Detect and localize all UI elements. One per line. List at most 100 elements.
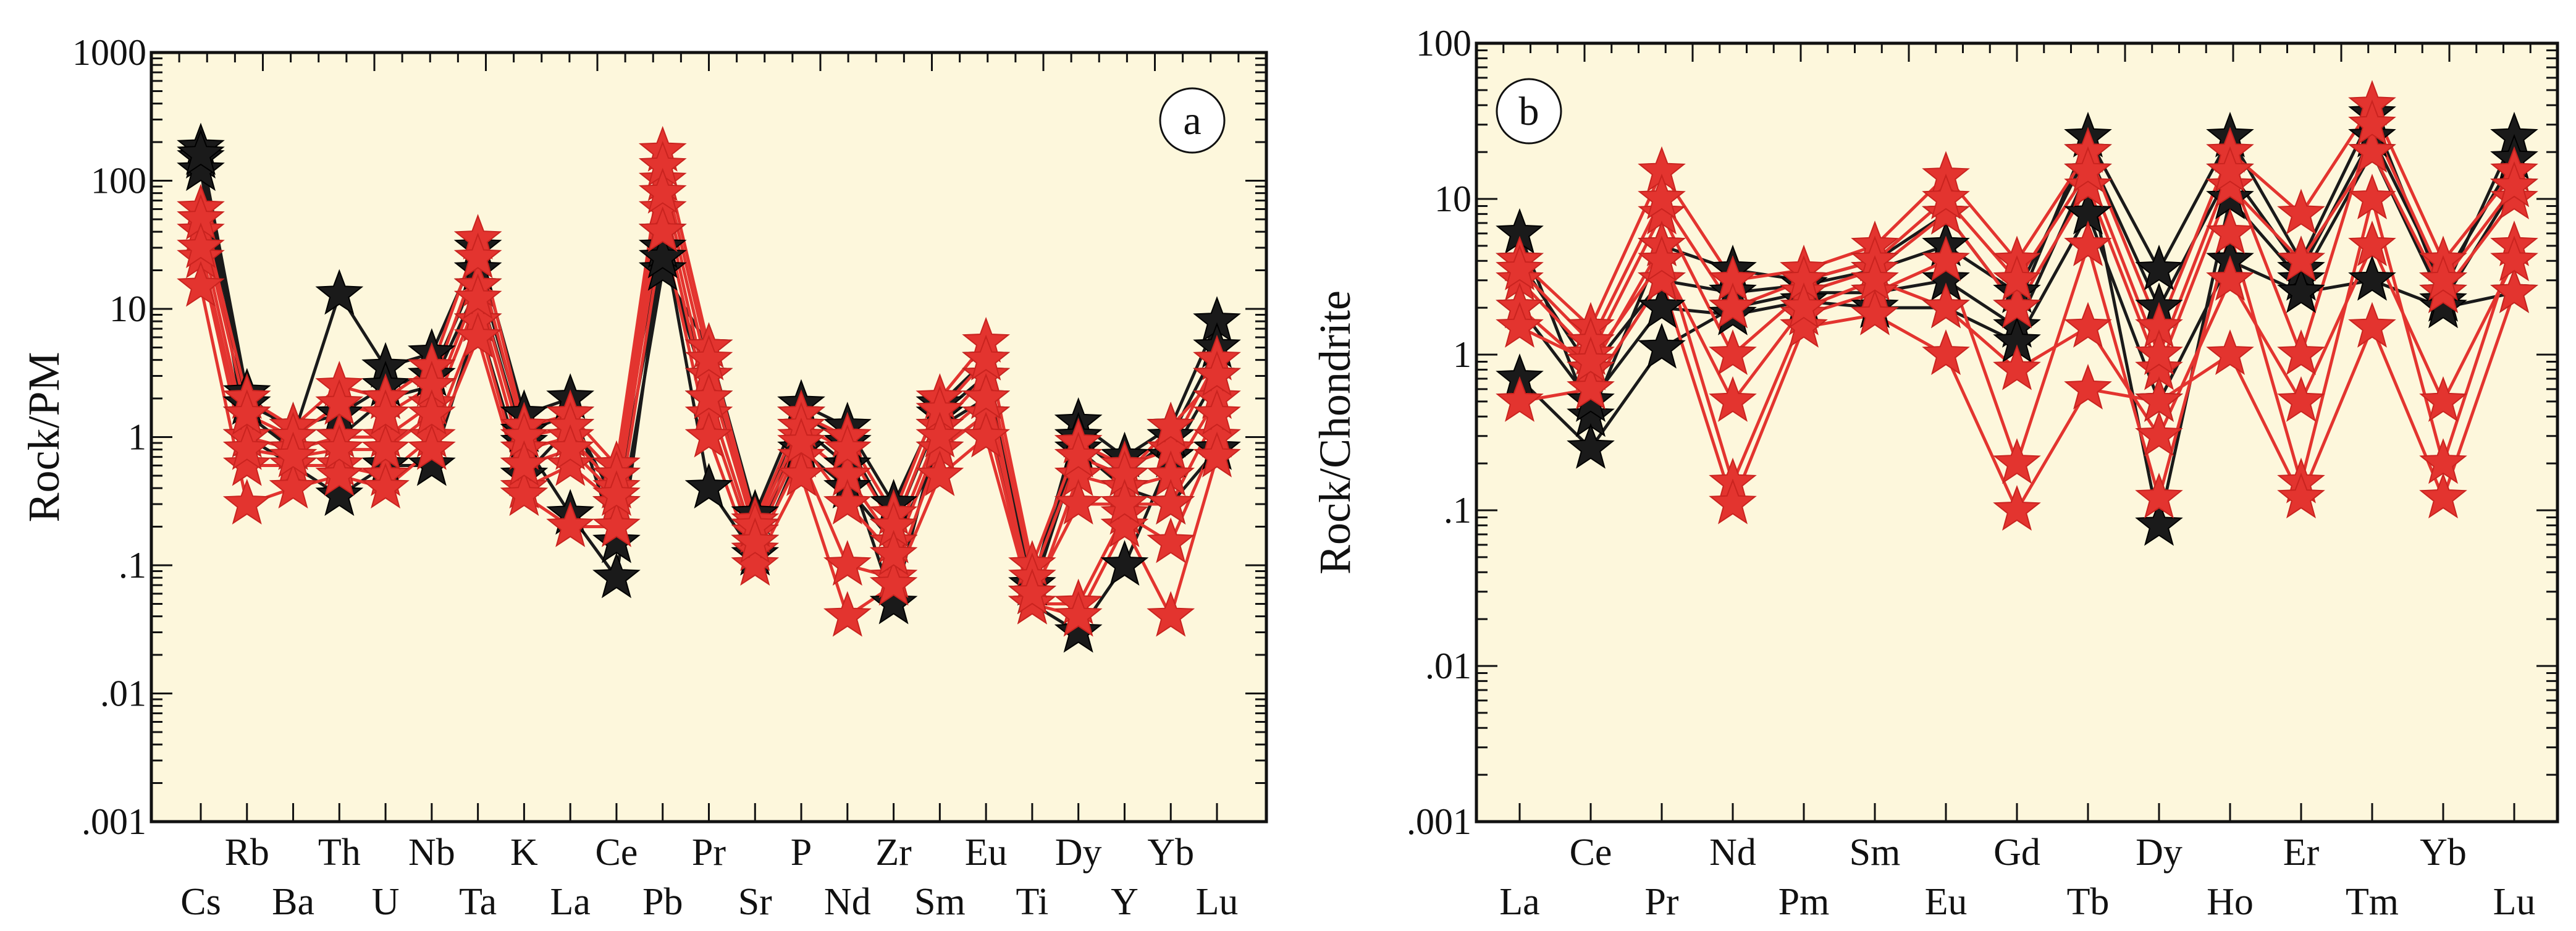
star-marker — [2348, 221, 2396, 266]
star-marker — [1147, 517, 1195, 563]
star-marker — [222, 440, 271, 486]
star-marker — [2277, 235, 2325, 282]
star-marker — [1567, 423, 1615, 469]
star-marker — [315, 470, 364, 516]
y-tick-label: .01 — [100, 673, 146, 714]
data-series-a — [177, 122, 1241, 653]
star-marker — [1100, 501, 1149, 547]
star-marker — [315, 269, 364, 315]
star-marker — [1496, 245, 1544, 290]
star-marker — [1638, 322, 1686, 369]
star-marker — [1993, 282, 2041, 329]
star-marker — [2135, 410, 2183, 457]
star-marker — [1993, 255, 2041, 301]
star-marker — [1147, 479, 1195, 524]
star-marker — [1993, 344, 2041, 390]
star-marker — [1054, 479, 1103, 524]
star-marker — [546, 501, 595, 547]
star-marker — [453, 273, 502, 319]
star-marker — [1780, 301, 1828, 348]
y-tick-label: 10 — [109, 289, 146, 329]
star-marker — [361, 463, 410, 509]
star-marker — [1567, 364, 1615, 410]
star-marker — [1709, 329, 1757, 375]
star-marker — [638, 232, 687, 279]
star-marker — [2064, 221, 2112, 266]
element-label-ce: Ce — [596, 832, 638, 874]
y-tick-label: 1 — [1453, 334, 1471, 375]
star-marker — [1567, 336, 1615, 382]
star-marker — [1709, 376, 1757, 422]
element-label-cs: Cs — [180, 881, 221, 923]
star-marker — [2277, 473, 2325, 519]
element-label-eu: Eu — [965, 832, 1008, 874]
star-marker — [731, 517, 780, 563]
star-marker — [2064, 161, 2112, 208]
element-label-pm: Pm — [1778, 881, 1830, 923]
star-marker — [361, 424, 410, 470]
star-marker — [222, 479, 271, 524]
star-marker — [1496, 301, 1544, 348]
y-tick-label: 100 — [91, 161, 146, 201]
star-marker — [823, 424, 872, 470]
star-marker — [1851, 255, 1899, 301]
element-label-zr: Zr — [875, 832, 912, 874]
panel-letter-circle — [1159, 87, 1226, 154]
star-marker — [500, 470, 549, 516]
star-marker — [592, 470, 641, 516]
star-marker — [2348, 127, 2396, 173]
star-marker — [915, 411, 964, 458]
star-marker — [823, 591, 872, 637]
star-marker — [962, 411, 1011, 458]
element-label-ti: Ti — [1016, 881, 1048, 923]
element-label-sm: Sm — [1850, 832, 1901, 874]
y-tick-label: .001 — [82, 801, 146, 842]
element-label-nd: Nd — [1709, 832, 1756, 874]
star-marker — [2348, 174, 2396, 219]
panel-letter: a — [1183, 98, 1201, 143]
star-marker — [869, 578, 918, 625]
star-marker — [177, 145, 225, 192]
star-marker — [1054, 607, 1103, 653]
star-marker — [1922, 174, 1970, 219]
star-marker — [1193, 350, 1241, 397]
y-tick-label: .1 — [1444, 490, 1471, 531]
panel-letter: b — [1519, 89, 1539, 134]
element-label-yb: Yb — [2420, 832, 2467, 874]
element-label-sm: Sm — [914, 881, 966, 923]
star-marker — [2490, 161, 2538, 208]
star-marker — [407, 440, 456, 486]
star-marker — [1638, 174, 1686, 219]
star-marker — [2064, 301, 2112, 348]
star-marker — [1193, 431, 1241, 478]
element-label-lu: Lu — [2493, 881, 2536, 923]
star-marker — [2277, 267, 2325, 313]
star-marker — [1709, 282, 1757, 329]
star-marker — [1008, 568, 1056, 615]
star-marker — [1851, 289, 1899, 335]
element-label-u: U — [372, 881, 400, 923]
star-marker — [1638, 235, 1686, 282]
star-marker — [1780, 282, 1828, 329]
star-marker — [500, 440, 549, 486]
star-marker — [962, 334, 1011, 381]
star-marker — [177, 222, 225, 268]
star-marker — [2135, 245, 2183, 290]
star-marker — [407, 389, 456, 436]
element-label-k: K — [510, 832, 538, 874]
y-axis-title: Rock/PM — [19, 352, 69, 522]
element-label-ho: Ho — [2207, 881, 2254, 923]
data-series-b — [1496, 80, 2538, 546]
star-marker — [869, 560, 918, 606]
element-label-ta: Ta — [459, 881, 497, 923]
star-marker — [2206, 208, 2254, 254]
star-marker — [915, 450, 964, 497]
element-label-y: Y — [1111, 881, 1139, 923]
star-marker — [1922, 235, 1970, 282]
star-marker — [1709, 478, 1757, 524]
star-marker — [962, 373, 1011, 419]
star-marker — [269, 463, 318, 509]
star-marker — [2064, 364, 2112, 410]
star-marker — [546, 424, 595, 470]
element-label-pr: Pr — [1644, 881, 1678, 923]
